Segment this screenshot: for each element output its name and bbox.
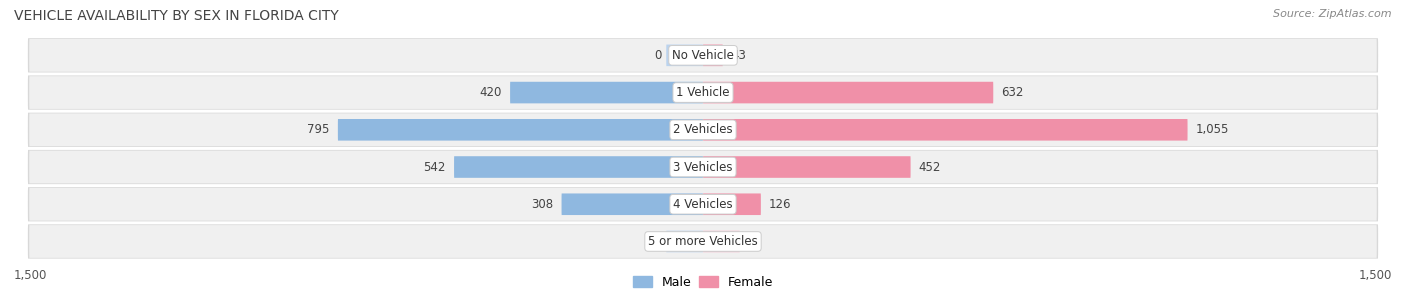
Text: Source: ZipAtlas.com: Source: ZipAtlas.com (1274, 9, 1392, 19)
Text: 1,500: 1,500 (14, 269, 48, 282)
Text: 0: 0 (654, 49, 662, 62)
Text: 795: 795 (308, 123, 329, 136)
FancyBboxPatch shape (703, 119, 1188, 140)
Text: 542: 542 (423, 161, 446, 174)
FancyBboxPatch shape (28, 150, 1378, 184)
Text: 0: 0 (654, 235, 662, 248)
FancyBboxPatch shape (703, 231, 740, 252)
Text: 1,500: 1,500 (1358, 269, 1392, 282)
FancyBboxPatch shape (30, 188, 1376, 221)
FancyBboxPatch shape (703, 45, 723, 66)
FancyBboxPatch shape (30, 151, 1376, 183)
FancyBboxPatch shape (28, 224, 1378, 259)
FancyBboxPatch shape (28, 113, 1378, 147)
Text: 3 Vehicles: 3 Vehicles (673, 161, 733, 174)
Text: 4 Vehicles: 4 Vehicles (673, 198, 733, 211)
FancyBboxPatch shape (666, 45, 703, 66)
FancyBboxPatch shape (28, 187, 1378, 221)
Text: 126: 126 (769, 198, 792, 211)
Legend: Male, Female: Male, Female (628, 271, 778, 294)
FancyBboxPatch shape (337, 119, 703, 140)
FancyBboxPatch shape (30, 76, 1376, 109)
Text: 308: 308 (531, 198, 554, 211)
Text: 1,055: 1,055 (1197, 123, 1229, 136)
FancyBboxPatch shape (703, 193, 761, 215)
FancyBboxPatch shape (28, 38, 1378, 73)
FancyBboxPatch shape (30, 225, 1376, 258)
FancyBboxPatch shape (703, 82, 993, 103)
FancyBboxPatch shape (666, 231, 703, 252)
FancyBboxPatch shape (510, 82, 703, 103)
FancyBboxPatch shape (30, 114, 1376, 146)
FancyBboxPatch shape (561, 193, 703, 215)
FancyBboxPatch shape (30, 39, 1376, 72)
Text: 43: 43 (731, 49, 747, 62)
Text: 420: 420 (479, 86, 502, 99)
Text: 2 Vehicles: 2 Vehicles (673, 123, 733, 136)
Text: 0: 0 (744, 235, 752, 248)
Text: 452: 452 (920, 161, 941, 174)
Text: 1 Vehicle: 1 Vehicle (676, 86, 730, 99)
FancyBboxPatch shape (28, 76, 1378, 110)
FancyBboxPatch shape (703, 156, 911, 178)
Text: VEHICLE AVAILABILITY BY SEX IN FLORIDA CITY: VEHICLE AVAILABILITY BY SEX IN FLORIDA C… (14, 9, 339, 23)
FancyBboxPatch shape (454, 156, 703, 178)
Text: No Vehicle: No Vehicle (672, 49, 734, 62)
Text: 632: 632 (1001, 86, 1024, 99)
Text: 5 or more Vehicles: 5 or more Vehicles (648, 235, 758, 248)
